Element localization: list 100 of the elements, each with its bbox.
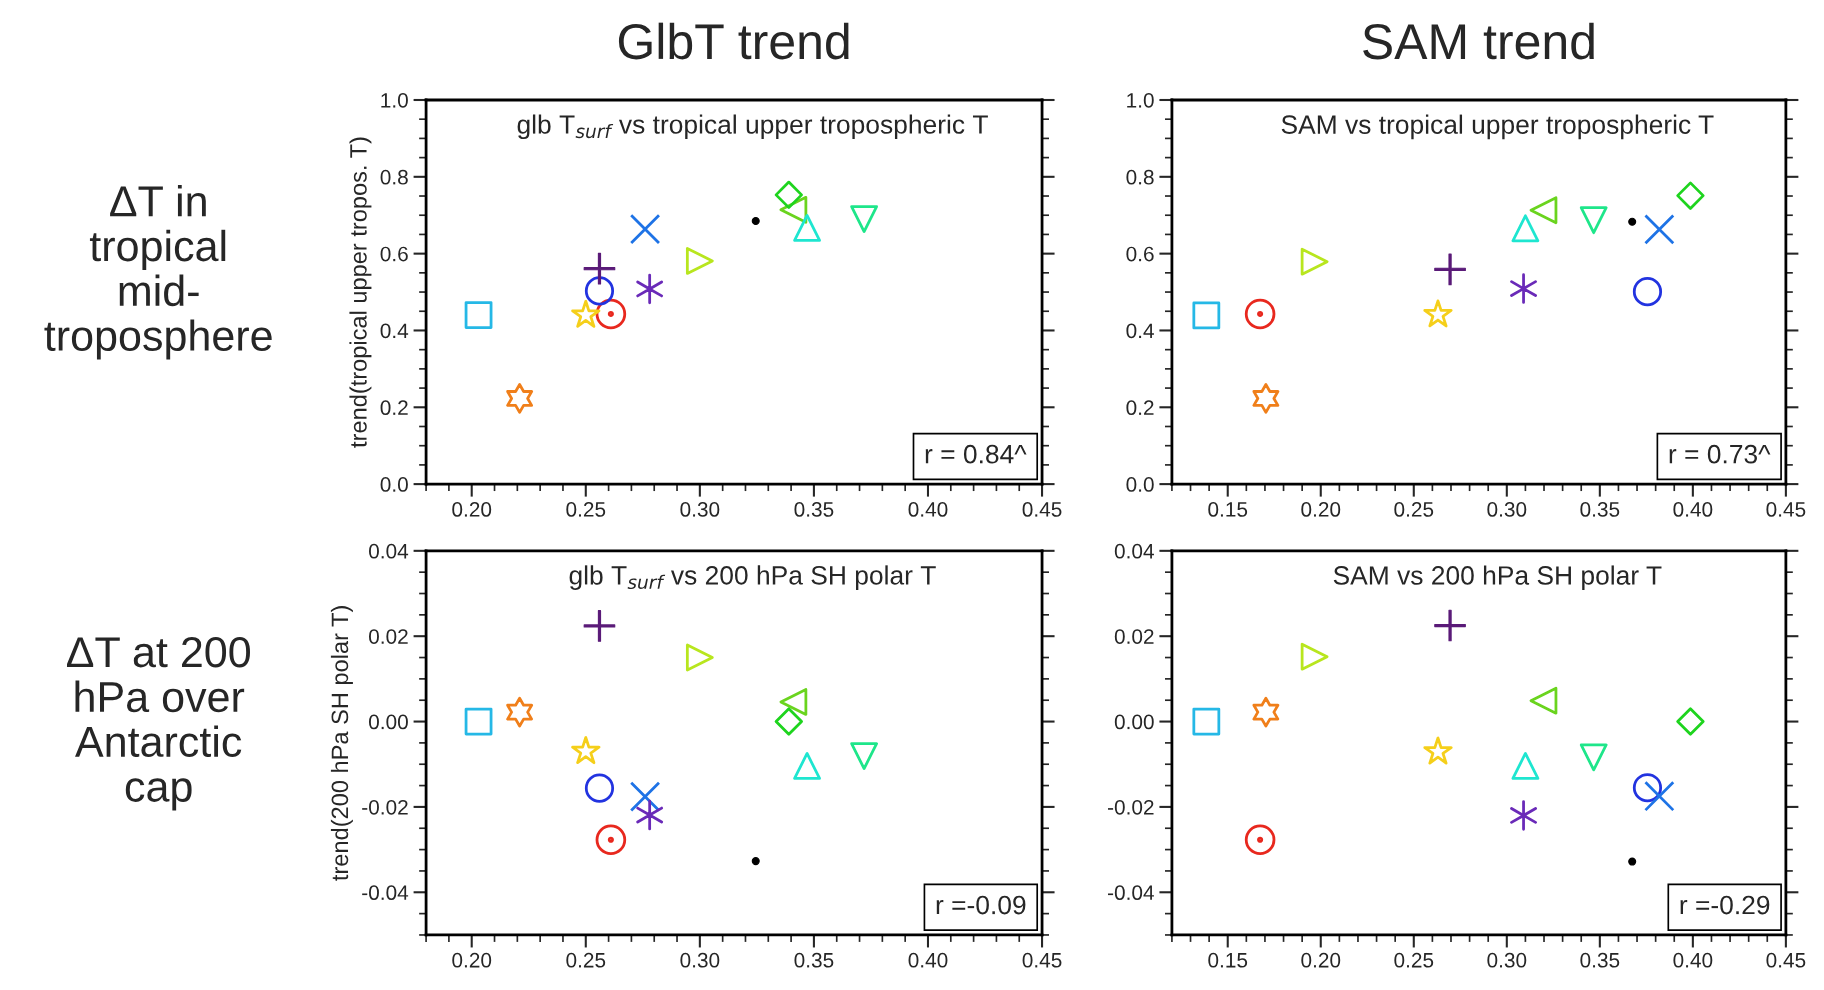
y-tick-label: 0.0 [1126, 477, 1154, 492]
annotation: r = 0.73^ [1669, 444, 1771, 464]
y-tick-label: 1.0 [1127, 92, 1154, 108]
point [774, 180, 803, 210]
x-tick-label: 0.35 [1580, 502, 1620, 517]
y-tick-label: -0.02 [1108, 799, 1154, 815]
y-tick-label: 0.0 [380, 477, 408, 492]
y-tick-label: 0.2 [1126, 400, 1154, 416]
point [1423, 736, 1453, 765]
point [583, 252, 616, 285]
point [850, 205, 878, 233]
y-axis-title: trend(tropical upper tropos. T) [349, 137, 372, 448]
point [793, 214, 821, 242]
point [1628, 217, 1637, 226]
x-tick-label: 0.25 [1394, 952, 1434, 968]
point [1511, 214, 1540, 243]
x-tick-label: 0.30 [1487, 502, 1527, 517]
x-tick-label: 0.15 [1208, 952, 1248, 968]
point [1510, 273, 1537, 304]
y-tick-label: 0.6 [380, 246, 408, 262]
point [464, 707, 493, 736]
annotation: r =-0.29 [1680, 895, 1770, 915]
point [1579, 206, 1608, 235]
x-tick-label: 0.35 [794, 952, 834, 968]
point [1676, 707, 1705, 736]
chart-title: GlbT trend [618, 22, 849, 60]
y-tick-label: 0.02 [369, 629, 408, 644]
x-tick-label: 0.20 [1301, 502, 1341, 517]
x-tick-label: 0.30 [680, 502, 720, 517]
point [636, 799, 664, 831]
point [1300, 247, 1329, 276]
x-tick-label: 0.20 [452, 952, 492, 968]
text: ΔT at 200 hPa over Antarctic cap [66, 636, 250, 811]
text: glb T$_{surf}$ vs tropical upper tropospheric T [517, 114, 988, 140]
y-tick-label: 0.04 [369, 543, 409, 559]
point [685, 643, 714, 672]
x-tick-label: 0.45 [1766, 502, 1806, 517]
point [751, 857, 760, 866]
y-tick-label: 0.2 [380, 400, 408, 416]
point [595, 824, 627, 856]
y-tick-label: 0.8 [1126, 169, 1154, 185]
text: ΔT in tropical mid- troposphere [44, 184, 272, 360]
y-tick-label: 0.8 [380, 169, 408, 185]
point [584, 276, 615, 306]
point [1628, 857, 1637, 866]
text: glb T$_{surf}$ vs 200 hPa SH polar T [569, 565, 936, 590]
x-tick-label: 0.20 [1301, 952, 1341, 968]
point [1300, 642, 1329, 671]
x-tick-label: 0.25 [566, 502, 606, 517]
x-tick-label: 0.45 [1766, 952, 1806, 968]
x-tick-label: 0.20 [452, 502, 492, 517]
x-tick-label: 0.40 [1673, 952, 1713, 968]
annotation: r =-0.09 [936, 895, 1026, 915]
point [751, 216, 760, 226]
point [506, 696, 534, 728]
point [1676, 181, 1705, 210]
x-tick-label: 0.25 [566, 952, 606, 968]
point [1192, 301, 1221, 330]
point [1579, 743, 1608, 772]
point [584, 773, 615, 803]
y-tick-label: 0.4 [1126, 323, 1154, 339]
y-tick-label: 0.00 [369, 714, 408, 730]
x-tick-label: 0.45 [1022, 952, 1062, 968]
point [1511, 752, 1540, 780]
point [850, 742, 878, 771]
point [629, 781, 661, 812]
y-tick-label: -0.04 [1108, 885, 1154, 901]
point [1632, 277, 1663, 307]
point [636, 273, 664, 305]
x-tick-label: 0.30 [680, 952, 720, 968]
point [685, 247, 714, 275]
text: SAM vs tropical upper tropospheric T [1281, 114, 1714, 140]
point [1510, 800, 1537, 831]
point [506, 383, 534, 414]
y-tick-label: 0.02 [1114, 629, 1154, 644]
annotation: r = 0.84^ [925, 444, 1027, 464]
point [1644, 780, 1675, 812]
point [1192, 707, 1221, 736]
x-tick-label: 0.40 [908, 502, 948, 517]
x-tick-label: 0.45 [1022, 502, 1062, 517]
point [1434, 253, 1466, 286]
point [1252, 383, 1280, 414]
point [583, 610, 616, 642]
y-tick-label: 0.4 [380, 323, 409, 339]
x-tick-label: 0.25 [1394, 502, 1434, 517]
point [571, 299, 601, 328]
y-tick-label: 0.00 [1114, 714, 1154, 730]
point [1632, 773, 1663, 803]
x-tick-label: 0.40 [908, 952, 948, 968]
x-tick-label: 0.35 [1580, 952, 1620, 968]
chart-title: SAM trend [1363, 22, 1594, 60]
y-axis-title: trend(200 hPa SH polar T) [330, 606, 353, 881]
point [774, 707, 803, 736]
point [571, 736, 601, 765]
x-tick-label: 0.15 [1208, 502, 1248, 517]
text: SAM vs 200 hPa SH polar T [1333, 565, 1662, 591]
point [1244, 298, 1276, 330]
point [1434, 609, 1466, 642]
point [1529, 686, 1558, 715]
point [793, 752, 821, 780]
